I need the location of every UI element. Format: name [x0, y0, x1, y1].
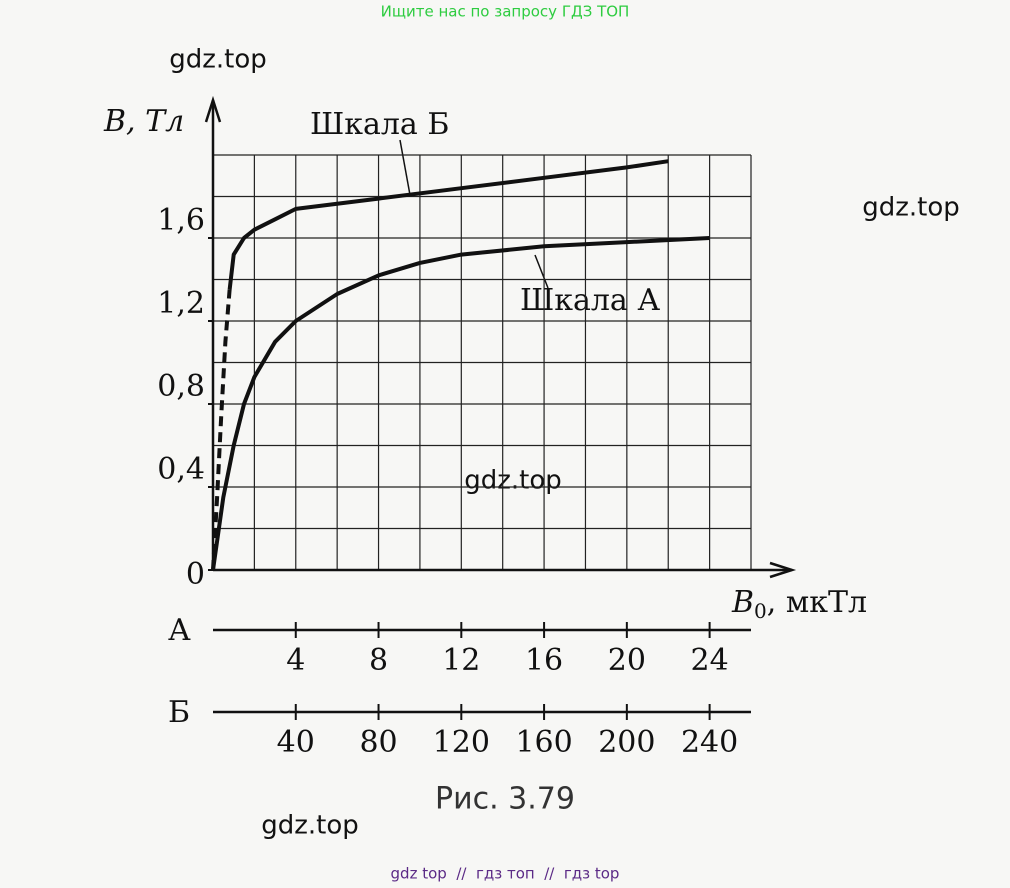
watermark: gdz.top: [169, 45, 267, 75]
y-tick-label: 0: [186, 557, 205, 592]
y-axis-arrow: [204, 95, 222, 123]
caption: Рис. 3.79: [435, 782, 575, 817]
x-label-sub: 0: [754, 599, 767, 623]
y-tick-label: 1,2: [157, 286, 205, 321]
search-note: Ищите нас по запросу ГДЗ ТОП: [381, 3, 630, 21]
y-axis-label: B, Тл: [103, 104, 184, 139]
plot: 0 0,4 0,8 1,2 1,6 4 8 12 16 20 24 40 80 120 160 200 240: [157, 95, 797, 760]
x2-tick-label: 240: [681, 725, 738, 760]
leader-line: [534, 254, 549, 289]
x-row-label: А: [168, 613, 191, 648]
watermark: gdz.top: [261, 811, 359, 841]
series-line: [227, 159, 669, 291]
watermark: gdz.top: [862, 193, 960, 223]
x-label-unit: , мкТл: [767, 585, 867, 620]
series-label: Шкала А: [520, 283, 660, 318]
x-tick-label: 8: [369, 643, 388, 678]
series-label: Шкала Б: [310, 107, 449, 142]
footer-links[interactable]: gdz top // гдз топ // гдз top: [391, 865, 620, 883]
leader-line: [399, 139, 411, 196]
series-line: [211, 236, 710, 571]
series-line: [211, 289, 232, 571]
watermark: gdz.top: [464, 466, 562, 496]
x2-tick-label: 200: [598, 725, 655, 760]
x2-tick-label: 40: [277, 725, 315, 760]
x-tick-label: 16: [525, 643, 563, 678]
x-tick-label: 12: [442, 643, 480, 678]
x-tick-label: 20: [608, 643, 646, 678]
x2-row-label: Б: [168, 695, 190, 730]
x-label-main: B: [731, 585, 754, 620]
y-tick-label: 0,4: [157, 452, 205, 487]
x-tick-label: 24: [691, 643, 729, 678]
x-axis-arrow: [769, 561, 797, 579]
x-tick-label: 4: [286, 643, 305, 678]
x-axis-label: B0, мкТл: [731, 585, 867, 623]
y-tick-label: 0,8: [157, 369, 205, 404]
x2-tick-label: 120: [433, 725, 490, 760]
y-tick-label: 1,6: [157, 203, 205, 238]
x2-tick-label: 160: [515, 725, 572, 760]
x2-tick-label: 80: [359, 725, 397, 760]
